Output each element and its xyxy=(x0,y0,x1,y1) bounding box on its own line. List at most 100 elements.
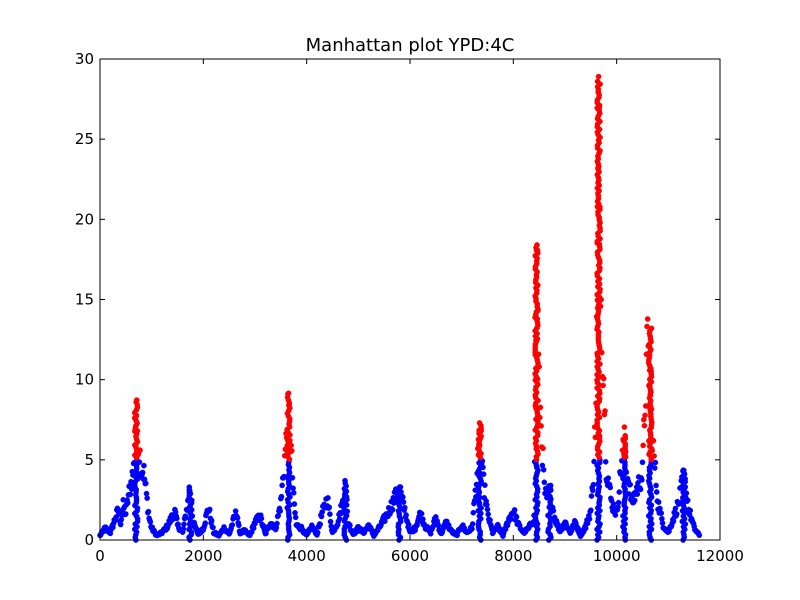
x-tick-label: 12000 xyxy=(696,547,744,565)
data-point xyxy=(208,517,215,524)
data-point xyxy=(292,514,299,521)
data-point xyxy=(124,500,131,506)
data-point xyxy=(602,408,608,414)
data-point xyxy=(123,511,129,517)
axes: 0 2000 4000 6000 8000 10000 12000 0 5 10 15 20 25 30 xyxy=(75,50,744,565)
data-point xyxy=(639,459,646,466)
data-point xyxy=(588,507,594,514)
data-point xyxy=(586,516,593,522)
y-tick-label: 15 xyxy=(75,291,94,309)
data-point xyxy=(210,524,216,531)
data-point xyxy=(540,466,547,473)
y-tick-label: 25 xyxy=(75,130,94,148)
y-tick-label: 0 xyxy=(84,531,94,549)
data-point xyxy=(653,489,660,495)
data-point xyxy=(621,424,628,430)
data-point xyxy=(590,481,597,488)
data-point xyxy=(594,78,601,85)
data-point xyxy=(631,497,638,504)
data-point xyxy=(653,482,659,489)
data-point xyxy=(541,479,548,486)
data-point xyxy=(145,508,152,515)
data-point xyxy=(485,511,491,518)
data-point xyxy=(622,432,628,439)
data-point xyxy=(487,517,493,523)
data-point xyxy=(342,477,348,484)
data-point xyxy=(418,510,425,517)
data-point xyxy=(284,394,291,401)
data-point xyxy=(327,511,333,517)
data-point xyxy=(181,521,187,528)
data-points xyxy=(97,73,703,543)
data-point xyxy=(582,525,589,532)
data-point xyxy=(659,520,666,526)
data-point xyxy=(470,509,477,516)
data-point xyxy=(658,510,665,516)
y-tick-label: 10 xyxy=(75,371,94,389)
data-point xyxy=(600,375,607,382)
x-tick-label: 10000 xyxy=(593,547,641,565)
data-point xyxy=(616,489,623,495)
data-point xyxy=(174,515,180,522)
data-point xyxy=(274,520,280,527)
data-point xyxy=(684,497,691,504)
data-point xyxy=(397,484,404,490)
data-point xyxy=(602,459,609,465)
data-point xyxy=(405,521,412,528)
data-point xyxy=(143,480,149,487)
data-point xyxy=(277,508,283,514)
data-point xyxy=(484,506,491,513)
data-point xyxy=(615,499,622,506)
data-point xyxy=(648,325,655,332)
data-point xyxy=(540,445,546,452)
data-point xyxy=(639,477,645,483)
data-point xyxy=(420,516,426,523)
data-point xyxy=(672,505,679,512)
data-point xyxy=(680,468,686,474)
data-point xyxy=(234,515,241,521)
data-point xyxy=(513,514,520,520)
data-point xyxy=(139,469,146,476)
x-tick-label: 4000 xyxy=(288,547,326,565)
data-point xyxy=(186,484,193,490)
data-point xyxy=(314,529,321,536)
data-point xyxy=(336,515,343,522)
data-point xyxy=(326,504,333,511)
data-point xyxy=(673,511,680,517)
data-point xyxy=(319,509,325,515)
data-point xyxy=(127,491,134,498)
data-point xyxy=(403,512,409,518)
data-point xyxy=(670,518,677,525)
data-point xyxy=(290,490,297,496)
data-point xyxy=(534,242,540,248)
data-point xyxy=(588,493,595,499)
data-point xyxy=(278,493,285,500)
data-point xyxy=(612,512,619,518)
y-tick-label: 30 xyxy=(75,50,94,68)
data-point xyxy=(607,484,614,491)
data-point xyxy=(389,507,396,513)
data-point xyxy=(258,515,265,522)
data-point xyxy=(141,462,147,469)
data-point xyxy=(133,399,139,405)
data-point xyxy=(291,501,298,507)
data-point xyxy=(591,458,597,465)
data-point xyxy=(511,507,518,513)
data-point xyxy=(627,481,634,488)
data-point xyxy=(484,502,490,508)
y-tick-label: 20 xyxy=(75,210,94,228)
data-point xyxy=(605,475,612,481)
data-point xyxy=(641,422,648,429)
data-point xyxy=(644,316,651,322)
chart-title: Manhattan plot YPD:4C xyxy=(306,35,515,56)
data-point xyxy=(469,526,475,532)
data-point xyxy=(144,495,150,501)
data-point xyxy=(642,412,648,419)
data-point xyxy=(202,520,209,526)
data-point xyxy=(180,526,187,532)
data-point xyxy=(589,487,596,494)
data-point xyxy=(634,491,641,497)
data-point xyxy=(610,501,617,507)
data-point xyxy=(547,482,554,489)
data-point xyxy=(327,518,334,525)
